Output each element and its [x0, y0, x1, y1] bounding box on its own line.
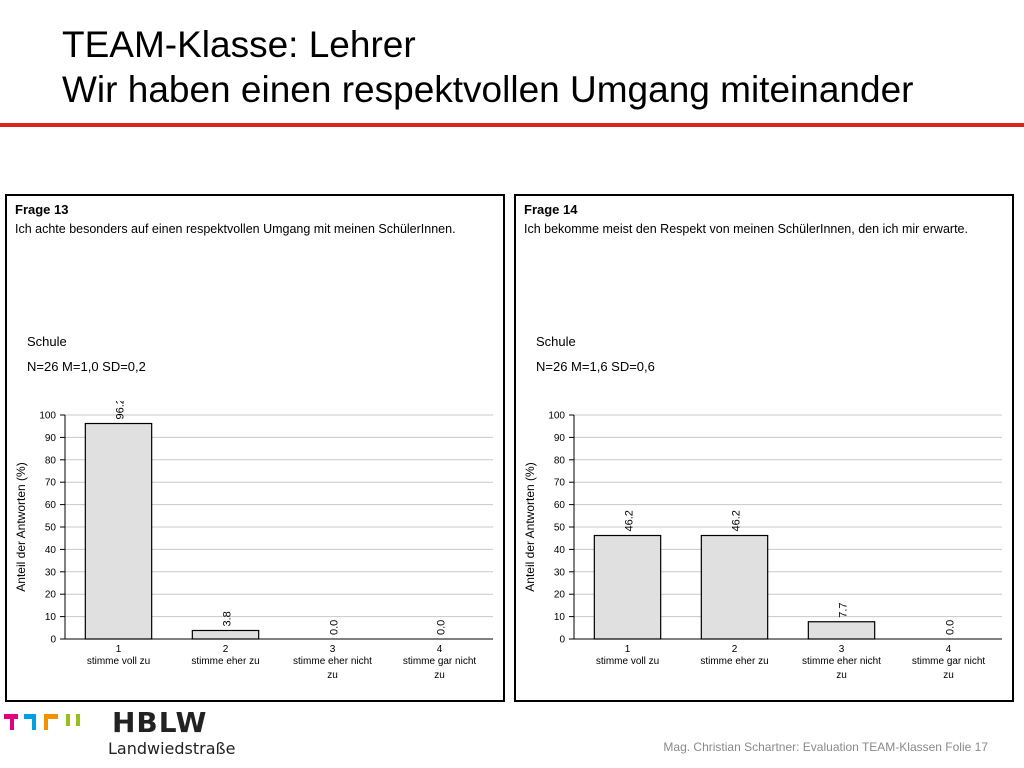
x-tick-number: 2: [223, 644, 229, 655]
bar: [700, 534, 769, 640]
x-tick-number: 4: [946, 644, 952, 655]
x-tick-label: stimme eher zu: [191, 656, 259, 667]
y-tick-label: 100: [548, 411, 565, 422]
title-line-2: Wir haben einen respektvollen Umgang mit…: [62, 69, 914, 110]
y-tick-label: 70: [45, 478, 57, 489]
y-tick-label: 80: [45, 455, 57, 466]
x-tick-number: 4: [437, 644, 443, 655]
y-tick-label: 10: [45, 612, 57, 623]
y-axis-label: Anteil der Antworten (%): [523, 462, 537, 591]
x-tick-number: 3: [330, 644, 336, 655]
x-tick-number: 2: [732, 644, 738, 655]
y-tick-label: 70: [554, 478, 566, 489]
footer-text: Mag. Christian Schartner: Evaluation TEA…: [663, 740, 988, 754]
bar-value-label: 0.0: [436, 620, 448, 635]
x-tick-number: 3: [839, 644, 845, 655]
y-tick-label: 50: [45, 523, 57, 534]
x-tick-number: 1: [625, 644, 631, 655]
question-number: Frage 14: [524, 202, 578, 217]
bar-chart-frage-13: 0 10 20 30 40 50 60 70 80 90 100 Anteil der Antwort…: [14, 401, 493, 681]
x-tick-label-line2: zu: [434, 670, 445, 681]
bar: [807, 621, 876, 640]
y-tick-label: 40: [554, 545, 566, 556]
x-tick-label: stimme eher nicht: [802, 656, 881, 667]
y-tick-label: 0: [559, 635, 565, 646]
x-tick-number: 1: [116, 644, 122, 655]
question-number: Frage 13: [15, 202, 69, 217]
x-tick-label: stimme gar nicht: [403, 656, 477, 667]
logo-stripe: [66, 714, 70, 726]
bar-value-label: 7.7: [838, 602, 850, 617]
y-tick-label: 20: [45, 590, 57, 601]
x-tick-label: stimme gar nicht: [912, 656, 986, 667]
y-tick-label: 90: [554, 433, 566, 444]
title-line-1: TEAM-Klasse: Lehrer: [62, 24, 416, 65]
question-text: Ich bekomme meist den Respekt von meinen…: [524, 222, 968, 236]
logo-name: HBLW: [112, 706, 208, 739]
y-tick-label: 90: [45, 433, 57, 444]
stats-summary: N=26 M=1,6 SD=0,6: [536, 359, 655, 374]
y-tick-label: 100: [39, 411, 56, 422]
y-tick-label: 80: [554, 455, 566, 466]
group-label: Schule: [536, 334, 576, 349]
bar-value-label: 96.2: [115, 401, 127, 420]
question-panel-14: Frage 14 Ich bekomme meist den Respekt v…: [514, 194, 1014, 702]
x-tick-label: stimme eher zu: [700, 656, 768, 667]
bar: [191, 629, 260, 640]
logo-stripe: [24, 714, 36, 719]
x-tick-label-line2: zu: [327, 670, 338, 681]
logo-stripe: [44, 714, 48, 730]
logo-stripe: [32, 719, 36, 730]
y-tick-label: 40: [45, 545, 57, 556]
y-tick-label: 10: [554, 612, 566, 623]
title-divider: [0, 123, 1024, 127]
bar-value-label: 3.8: [222, 611, 234, 626]
x-tick-label: stimme voll zu: [596, 656, 659, 667]
bar-value-label: 46.2: [731, 510, 743, 531]
bar-chart-frage-14: 0 10 20 30 40 50 60 70 80 90 100 Anteil der Antwort…: [523, 411, 1002, 681]
y-tick-label: 0: [50, 635, 56, 646]
x-tick-label-line2: zu: [836, 670, 847, 681]
logo-stripe: [10, 719, 14, 730]
y-tick-label: 30: [45, 567, 57, 578]
slide-title: TEAM-Klasse: Lehrer Wir haben einen resp…: [62, 22, 1002, 112]
stats-summary: N=26 M=1,0 SD=0,2: [27, 359, 146, 374]
logo-mark-icon: [4, 714, 80, 730]
group-label: Schule: [27, 334, 67, 349]
school-logo: HBLW Landwiedstraße: [4, 706, 244, 762]
bar-value-label: 0.0: [945, 620, 957, 635]
y-tick-label: 30: [554, 567, 566, 578]
logo-stripe: [4, 714, 18, 719]
y-tick-label: 60: [45, 500, 57, 511]
bar: [593, 534, 662, 640]
question-text: Ich achte besonders auf einen respektvol…: [15, 222, 456, 236]
bar-value-label: 46.2: [624, 510, 636, 531]
y-tick-label: 50: [554, 523, 566, 534]
bar: [84, 422, 153, 640]
x-tick-label: stimme eher nicht: [293, 656, 372, 667]
logo-subtitle: Landwiedstraße: [108, 739, 236, 758]
logo-stripe: [48, 714, 58, 719]
x-tick-label-line2: zu: [943, 670, 954, 681]
logo-stripe: [76, 714, 80, 726]
bar-value-label: 0.0: [329, 620, 341, 635]
y-axis-label: Anteil der Antworten (%): [14, 462, 28, 591]
y-tick-label: 60: [554, 500, 566, 511]
question-panel-13: Frage 13 Ich achte besonders auf einen r…: [5, 194, 505, 702]
x-tick-label: stimme voll zu: [87, 656, 150, 667]
y-tick-label: 20: [554, 590, 566, 601]
